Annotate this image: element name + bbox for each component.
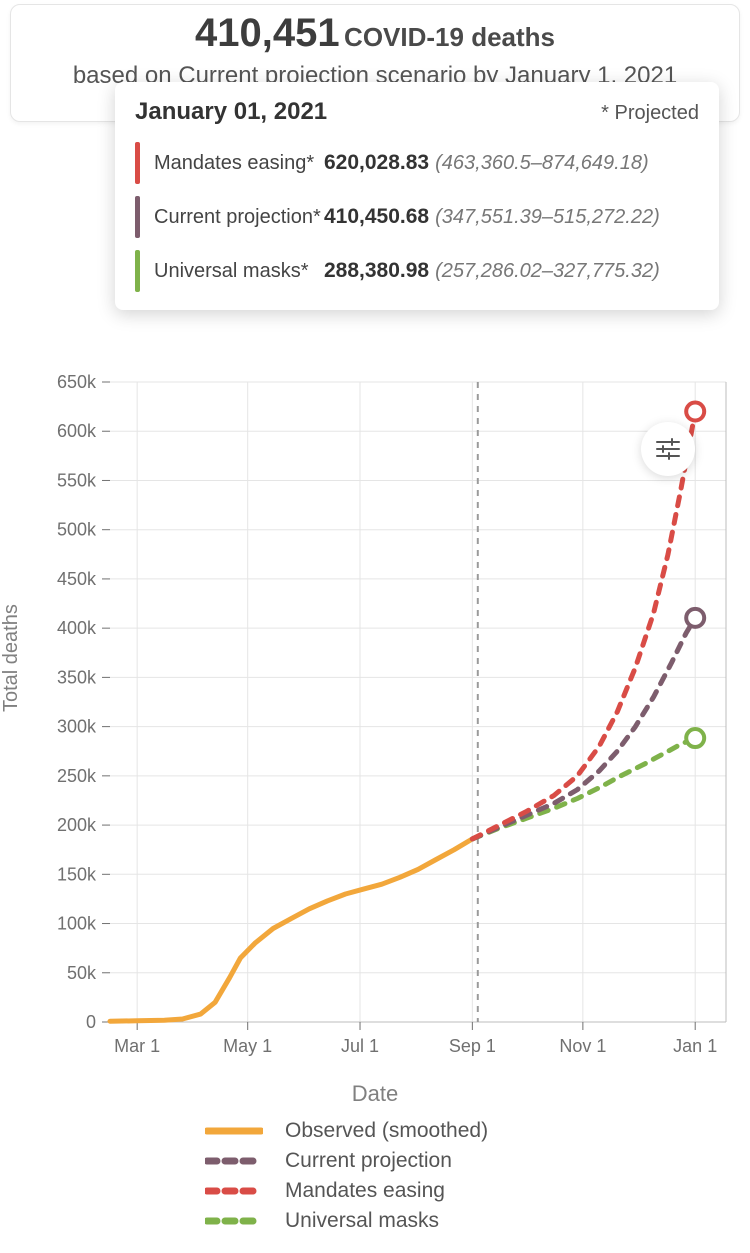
series-current [472, 618, 695, 839]
summary-number: 410,451 [195, 11, 340, 55]
y-tick-label: 300k [57, 717, 97, 737]
x-tick-label: Nov 1 [559, 1036, 606, 1056]
summary-title: 410,451 COVID-19 deaths [21, 11, 729, 56]
y-tick-label: 650k [57, 372, 97, 392]
end-marker-current [686, 609, 704, 627]
tooltip-label: Mandates easing* [154, 152, 324, 175]
tooltip-swatch [135, 196, 140, 238]
legend-label: Observed (smoothed) [285, 1119, 488, 1143]
legend-item[interactable]: Universal masks [205, 1209, 545, 1233]
tooltip-value-wrap: 410,450.68 (347,551.39–515,272.22) [324, 205, 660, 229]
legend-label: Universal masks [285, 1209, 439, 1233]
legend-swatch [205, 1151, 263, 1171]
legend-swatch [205, 1121, 263, 1141]
tooltip-row: Current projection*410,450.68 (347,551.39… [135, 190, 699, 244]
tooltip-projected-note: * Projected [601, 102, 699, 125]
x-tick-label: Sep 1 [449, 1036, 496, 1056]
tooltip-swatch [135, 142, 140, 184]
tooltip-row: Mandates easing*620,028.83 (463,360.5–874… [135, 136, 699, 190]
tooltip-range: (463,360.5–874,649.18) [435, 152, 649, 174]
tooltip-date: January 01, 2021 [135, 98, 327, 126]
y-axis-label: Total deaths [0, 604, 23, 712]
y-tick-label: 600k [57, 421, 97, 441]
tooltip-value: 410,450.68 [324, 205, 429, 228]
end-marker-mandates [686, 403, 704, 421]
legend-item[interactable]: Current projection [205, 1149, 545, 1173]
series-mandates [472, 412, 695, 839]
legend-swatch [205, 1181, 263, 1201]
y-tick-label: 250k [57, 766, 97, 786]
legend-item[interactable]: Mandates easing [205, 1179, 545, 1203]
legend-label: Mandates easing [285, 1179, 445, 1203]
y-tick-label: 400k [57, 618, 97, 638]
chart-settings-button[interactable] [641, 422, 695, 476]
tooltip-value: 288,380.98 [324, 259, 429, 282]
tooltip-range: (347,551.39–515,272.22) [435, 206, 660, 228]
x-tick-label: Jul 1 [341, 1036, 379, 1056]
y-tick-label: 550k [57, 471, 97, 491]
y-tick-label: 150k [57, 864, 97, 884]
end-marker-masks [686, 729, 704, 747]
y-tick-label: 350k [57, 668, 97, 688]
series-observed [110, 839, 472, 1021]
legend-item[interactable]: Observed (smoothed) [205, 1119, 545, 1143]
tooltip-value-wrap: 620,028.83 (463,360.5–874,649.18) [324, 151, 649, 175]
x-tick-label: May 1 [223, 1036, 272, 1056]
summary-rest: COVID-19 deaths [344, 22, 555, 52]
y-tick-label: 0 [86, 1012, 96, 1032]
tooltip-value: 620,028.83 [324, 151, 429, 174]
tooltip-label: Universal masks* [154, 260, 324, 283]
x-tick-label: Mar 1 [114, 1036, 160, 1056]
y-tick-label: 50k [67, 963, 97, 983]
y-tick-label: 100k [57, 914, 97, 934]
y-tick-label: 450k [57, 569, 97, 589]
legend-label: Current projection [285, 1149, 452, 1173]
tooltip-label: Current projection* [154, 206, 324, 229]
tooltip-value-wrap: 288,380.98 (257,286.02–327,775.32) [324, 259, 660, 283]
deaths-chart[interactable]: 0 50k 100k 150k 200k 250k 300k 350k 400k 450k 500k… [0, 372, 740, 1072]
x-axis-label: Date [0, 1081, 750, 1107]
tooltip-row: Universal masks*288,380.98 (257,286.02–32… [135, 244, 699, 298]
tooltip-header: January 01, 2021 * Projected [135, 98, 699, 126]
x-tick-label: Jan 1 [673, 1036, 717, 1056]
hover-tooltip: January 01, 2021 * Projected Mandates ea… [115, 82, 719, 310]
y-tick-label: 500k [57, 520, 97, 540]
legend-swatch [205, 1211, 263, 1231]
chart-container: Total deaths 0 50k 100k 150k 200k 250k 300k 350… [0, 372, 750, 1233]
tooltip-range: (257,286.02–327,775.32) [435, 260, 660, 282]
chart-legend: Observed (smoothed) Current projection Man… [205, 1119, 545, 1233]
tooltip-swatch [135, 250, 140, 292]
sliders-icon [655, 438, 681, 460]
y-tick-label: 200k [57, 815, 97, 835]
